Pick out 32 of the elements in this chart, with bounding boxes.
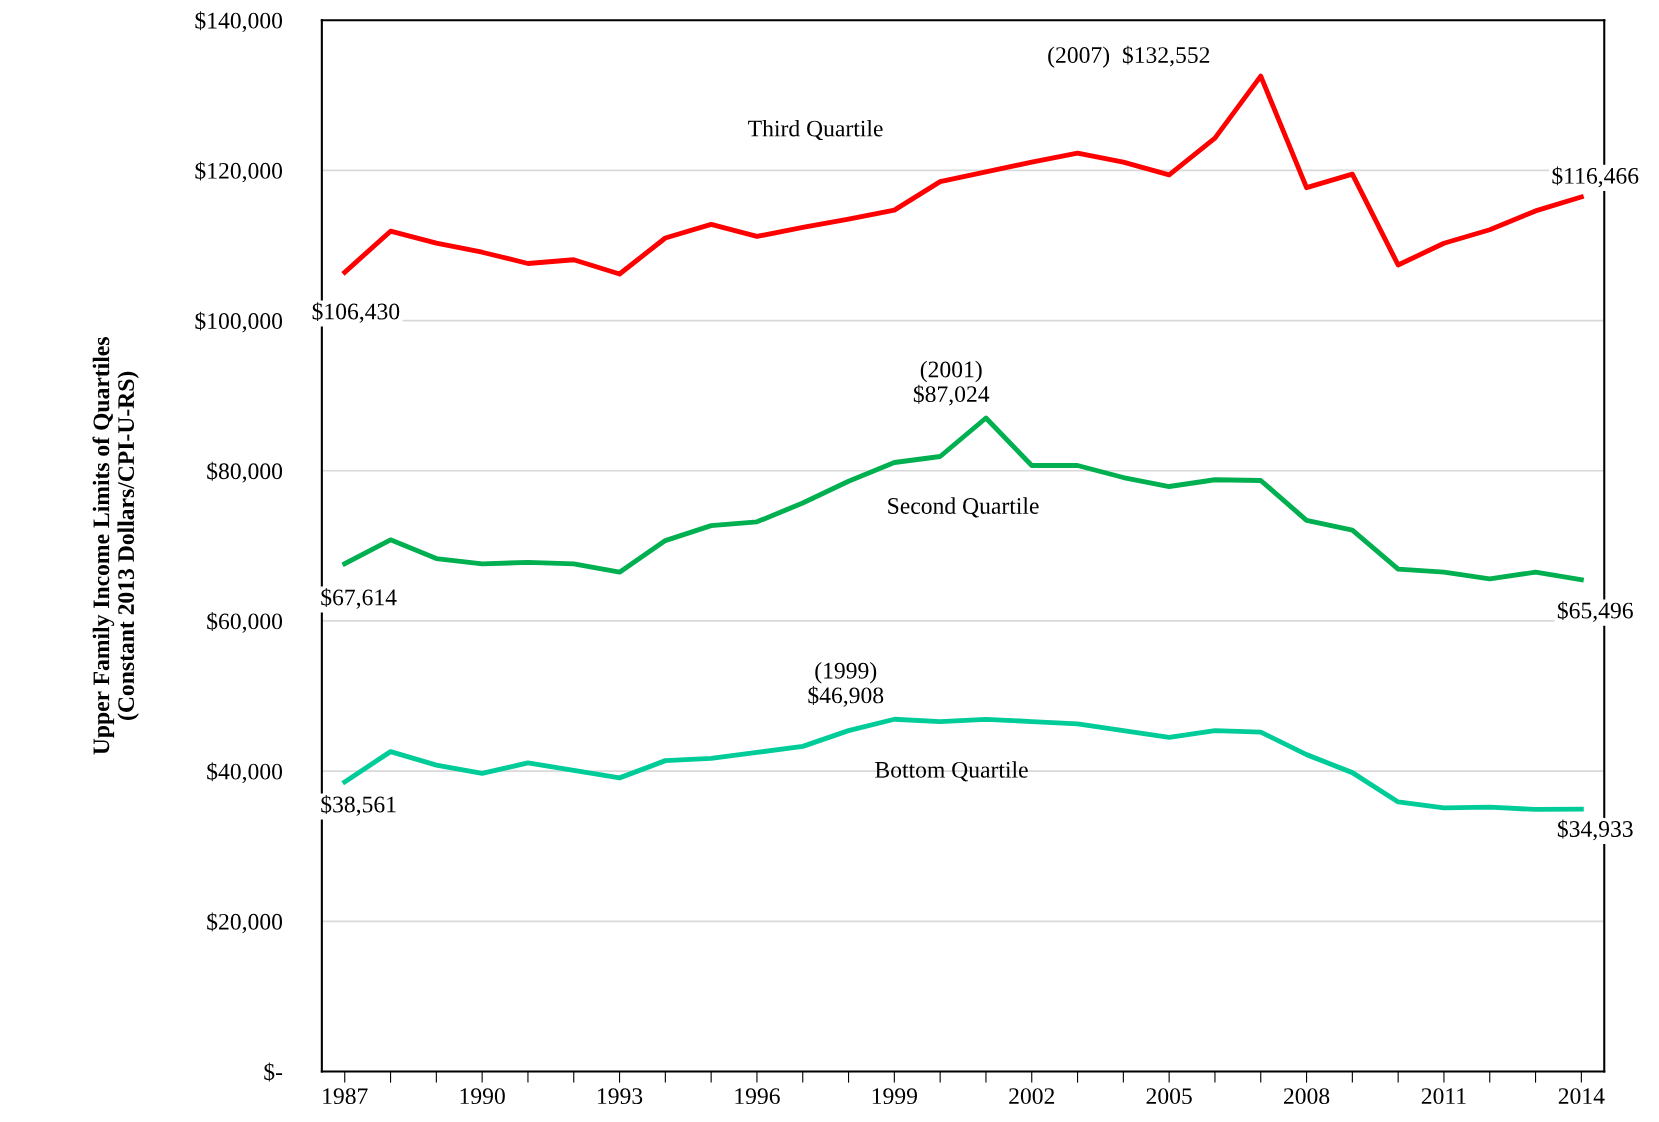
y-tick-label: $60,000 (207, 612, 283, 633)
x-tick-label: 2002 (1009, 1088, 1055, 1105)
y-tick-label: $140,000 (195, 11, 283, 33)
y-tick-label: $120,000 (195, 161, 283, 183)
annotation: $34,933 (1557, 819, 1633, 841)
y-axis-title: Upper Family Income Limits of Quartiles (Constant 2013 Dollars/CPI-U-RS) (92, 337, 139, 755)
x-tick-label: 1993 (598, 1088, 643, 1105)
x-tick-label: 1999 (872, 1088, 917, 1105)
x-tick-label: 1987 (323, 1088, 368, 1105)
annotation: (2007) $132,552 (1048, 45, 1210, 68)
annotation: $106,430 (312, 302, 400, 323)
annotation: $65,496 (1557, 601, 1633, 622)
annotation: $116,466 (1552, 166, 1639, 188)
line-series (342, 415, 1584, 583)
y-tick-label: $100,000 (195, 311, 283, 333)
x-tick-label: 2008 (1283, 1088, 1330, 1105)
annotation: $38,561 (321, 795, 396, 816)
text: Third Quartile (748, 119, 883, 141)
x-tick-label: 2014 (1558, 1088, 1605, 1105)
x-tick-label: 1990 (460, 1088, 505, 1105)
annotation: (2001) $87,024 (913, 360, 990, 406)
x-tick-label: 1996 (735, 1088, 780, 1105)
series-label: Bottom Quartile (875, 761, 1028, 782)
annotation: (1999) $46,908 (808, 662, 884, 707)
y-tick-label: $80,000 (207, 461, 283, 483)
annotation: $67,614 (321, 588, 397, 609)
series-label: Second Quartile (888, 497, 1039, 518)
y-tick-label: $40,000 (207, 762, 283, 783)
x-tick-label: 2011 (1421, 1088, 1466, 1105)
y-tick-label: $- (264, 1062, 283, 1082)
y-tick-label: $20,000 (207, 912, 283, 934)
x-tick-label: 2005 (1146, 1088, 1192, 1105)
